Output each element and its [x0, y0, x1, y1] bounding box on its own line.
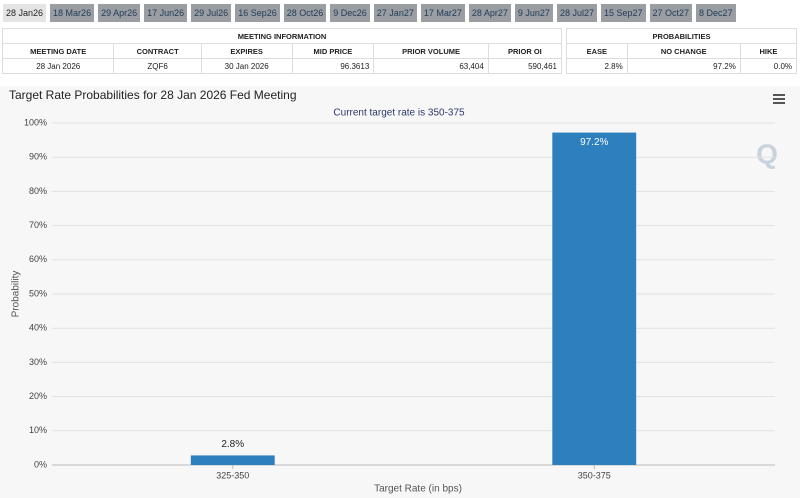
table-title: MEETING INFORMATION: [2, 28, 562, 44]
y-tick-label: 90%: [29, 152, 47, 162]
data-row: 2.8% 97.2% 0.0%: [566, 58, 798, 74]
cell: 2.8%: [566, 58, 628, 74]
tab[interactable]: 28 Apr27: [468, 4, 511, 22]
y-tick-label: 0%: [34, 459, 47, 469]
tab[interactable]: 18 Mar26: [50, 4, 95, 22]
tab[interactable]: 15 Sep27: [600, 4, 646, 22]
y-tick-label: 40%: [29, 323, 47, 333]
tab[interactable]: 28 Jul27: [556, 4, 597, 22]
y-tick-label: 70%: [29, 220, 47, 230]
y-tick-label: 20%: [29, 391, 47, 401]
tab[interactable]: 16 Sep26: [235, 4, 280, 22]
tab[interactable]: 28 Jan26: [3, 4, 47, 22]
y-tick-label: 30%: [29, 357, 47, 367]
tab[interactable]: 8 Dec27: [696, 4, 736, 22]
column-header: EXPIRES: [200, 43, 293, 59]
column-header: EASE: [566, 43, 628, 59]
chart: Target Rate Probabilities for 28 Jan 202…: [0, 86, 800, 498]
title-row: PROBABILITIES: [566, 28, 797, 44]
header-row: EASE NO CHANGE HIKE: [566, 43, 798, 59]
cell: 0.0%: [739, 58, 798, 74]
tab[interactable]: 17 Mar27: [420, 4, 465, 22]
tab[interactable]: 9 Dec26: [330, 4, 370, 22]
y-tick-label: 50%: [29, 288, 47, 298]
bar: [552, 132, 637, 466]
y-tick-label: 10%: [29, 425, 47, 435]
value-label: 2.8%: [221, 439, 244, 450]
header-row: MEETING DATE CONTRACT EXPIRES MID PRICE PRIO…: [1, 43, 563, 59]
cell: 63,404: [373, 58, 489, 74]
chart-background: [0, 86, 800, 498]
value-label: 97.2%: [580, 137, 608, 148]
column-header: NO CHANGE: [626, 43, 741, 59]
x-axis-title: Target Rate (in bps): [374, 484, 462, 495]
bar: [190, 455, 275, 465]
tab[interactable]: 17 Jun26: [144, 4, 188, 22]
cell: 96.3613: [291, 58, 375, 74]
x-tick-label: 325-350: [216, 470, 249, 480]
tab[interactable]: 9 Jun27: [514, 4, 553, 22]
cell: 28 Jan 2026: [1, 58, 115, 74]
cell: ZQF6: [113, 58, 202, 74]
table-title: PROBABILITIES: [566, 28, 797, 44]
y-tick-label: 100%: [24, 117, 47, 127]
y-tick-label: 60%: [29, 254, 47, 264]
y-tick-label: 80%: [29, 186, 47, 196]
y-axis-title: Probability: [11, 271, 22, 318]
tab[interactable]: 29 Apr26: [98, 4, 141, 22]
cell: 30 Jan 2026: [200, 58, 293, 74]
cell: 590,461: [487, 58, 563, 74]
cell: 97.2%: [626, 58, 741, 74]
meeting-table: MEETING INFORMATION MEETING DATE CONTRACT E…: [1, 28, 563, 74]
column-header: CONTRACT: [113, 43, 202, 59]
tab-bar: 28 Jan26 18 Mar26 29 Apr26 17 Jun26 29 Jul26…: [3, 4, 736, 22]
menu-icon[interactable]: [773, 94, 785, 104]
logo: Q: [756, 138, 778, 169]
column-header: HIKE: [739, 43, 798, 59]
column-header: PRIOR OI: [487, 43, 563, 59]
column-header: MID PRICE: [291, 43, 375, 59]
column-header: PRIOR VOLUME: [373, 43, 489, 59]
tab[interactable]: 27 Oct27: [649, 4, 693, 22]
tab[interactable]: 29 Jul26: [191, 4, 232, 22]
column-header: MEETING DATE: [1, 43, 115, 59]
chart-title: Target Rate Probabilities for 28 Jan 202…: [9, 88, 297, 102]
probabilities-table: PROBABILITIES EASE NO CHANGE HIKE 2.8% 97.2% 0…: [566, 28, 798, 74]
chart-subtitle: Current target rate is 350-375: [333, 108, 465, 119]
x-tick-label: 350-375: [578, 470, 611, 480]
data-row: 28 Jan 2026 ZQF6 30 Jan 2026 96.3613 63,404 5…: [1, 58, 563, 74]
tab[interactable]: 28 Oct26: [283, 4, 327, 22]
title-row: MEETING INFORMATION: [2, 28, 562, 44]
tab[interactable]: 27 Jan27: [373, 4, 417, 22]
